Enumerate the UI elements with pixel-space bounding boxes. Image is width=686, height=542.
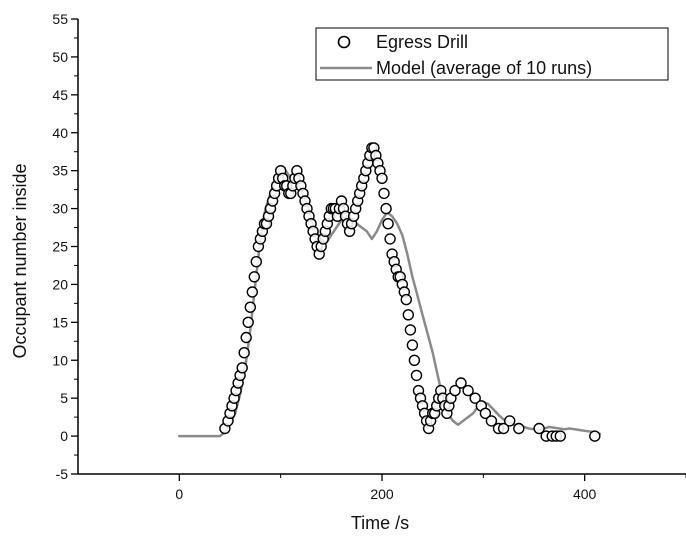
data-point-egress-drill [236,362,248,374]
data-point-egress-drill [533,422,545,435]
data-point-egress-drill [497,422,510,435]
data-point-egress-drill [380,202,392,215]
y-tick-label: 10 [52,352,68,368]
y-tick-label: 5 [60,390,68,406]
data-point-egress-drill [400,293,412,306]
data-point-egress-drill [449,384,461,397]
data-point-egress-drill [462,384,474,397]
data-point-egress-drill [469,392,481,404]
y-tick-label: 35 [52,163,68,179]
y-tick-label: 30 [52,201,68,217]
data-point-egress-drill [382,217,394,230]
legend-label-egress-drill: Egress Drill [376,32,468,52]
data-point-egress-drill [402,309,414,321]
data-point-egress-drill [455,377,467,389]
data-point-egress-drill [378,187,390,200]
data-point-egress-drill [406,339,419,351]
data-point-egress-drill [242,316,254,328]
x-axis-title: Time /s [351,513,409,533]
y-tick-label: 40 [52,125,68,141]
y-axis-title: Occupant number inside [10,163,30,358]
y-tick-label: 50 [52,49,68,65]
x-tick-label: 200 [370,486,394,502]
x-tick-label: 0 [175,486,183,502]
axes: -5 0 5 10 15 20 25 30 35 40 45 50 55 0 200 400 [52,11,686,502]
data-point-egress-drill [404,324,417,336]
data-point-egress-drill [240,331,252,344]
data-point-egress-drill [244,301,257,313]
data-point-egress-drill [479,407,492,419]
legend-label-model: Model (average of 10 runs) [376,58,592,78]
data-point-egress-drill [376,172,388,185]
data-point-egress-drill [485,415,498,427]
y-tick-label: 20 [52,276,68,292]
data-point-egress-drill [246,286,259,298]
y-tick-label: 55 [52,11,68,27]
legend: Egress Drill Model (average of 10 runs) [315,27,669,81]
data-point-egress-drill [589,430,601,442]
data-point-egress-drill [410,369,423,382]
y-tick-label: -5 [56,466,69,482]
legend-box [315,27,669,81]
data-point-egress-drill [238,347,250,359]
data-point-egress-drill [554,430,566,442]
y-tick-label: 45 [52,87,68,103]
data-point-egress-drill [504,415,516,427]
data-point-egress-drill [408,354,421,366]
data-point-egress-drill [250,256,262,268]
y-tick-label: 15 [52,314,68,330]
y-tick-label: 25 [52,239,68,255]
legend-marker-egress-drill [337,35,351,49]
data-point-egress-drill [384,233,396,245]
data-point-egress-drill [513,422,525,435]
y-tick-label: 0 [60,428,68,444]
data-point-egress-drill [248,271,261,283]
x-tick-label: 400 [573,486,597,502]
series-points-egress-drill [219,142,601,442]
